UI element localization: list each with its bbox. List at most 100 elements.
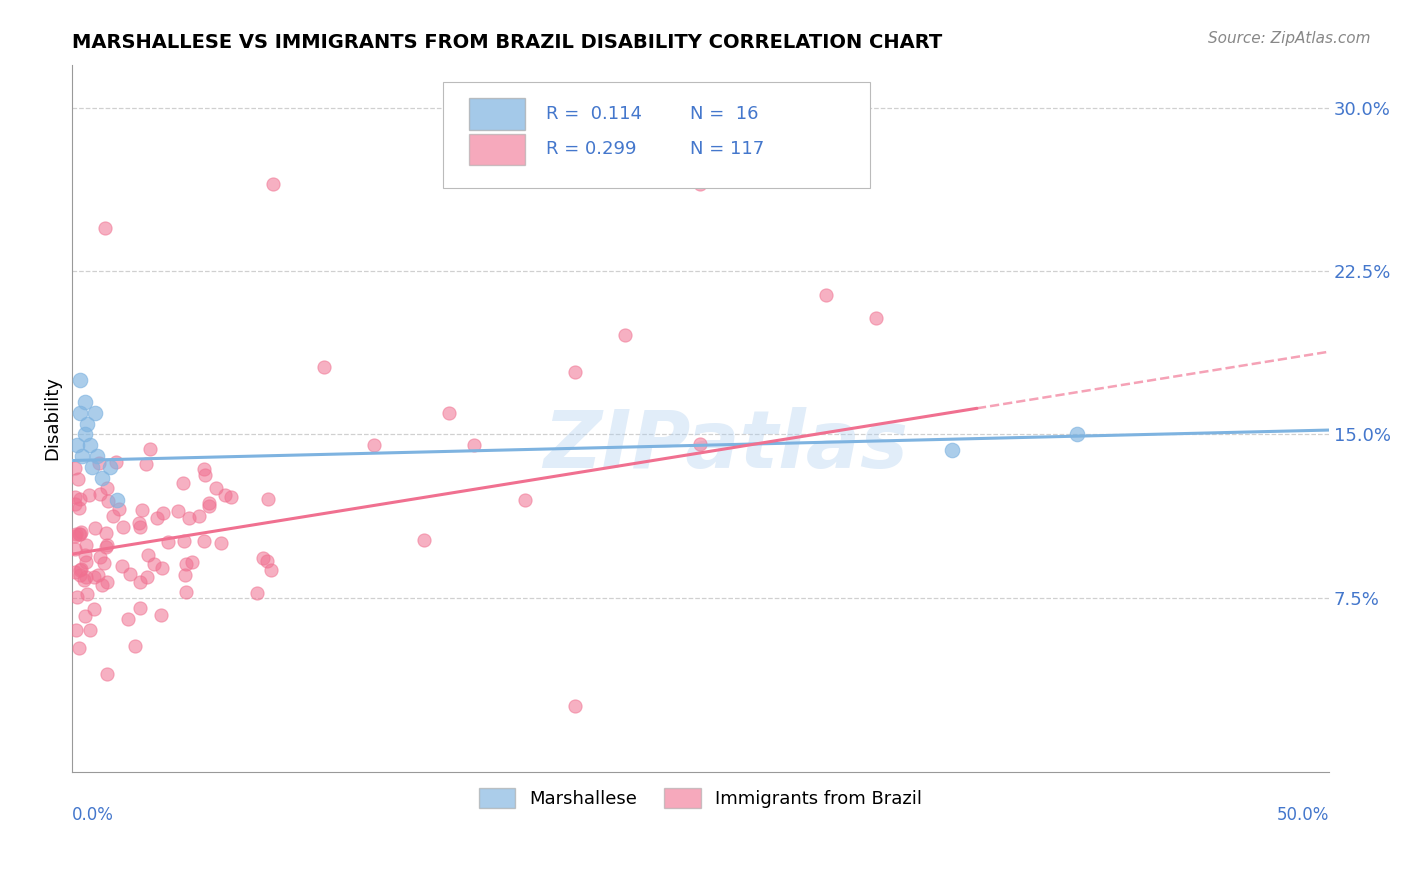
- Point: [76, 417, 98, 431]
- Point: [79, 438, 101, 452]
- Point: [252, 551, 274, 566]
- Point: [96, 525, 118, 540]
- Point: [94, 540, 117, 554]
- Point: [70, 561, 93, 575]
- FancyBboxPatch shape: [470, 98, 524, 129]
- Point: [69, 567, 91, 582]
- Legend: Marshallese, Immigrants from Brazil: Marshallese, Immigrants from Brazil: [472, 780, 929, 815]
- Text: ZIPatlas: ZIPatlas: [543, 408, 908, 485]
- Point: [63, 491, 86, 505]
- Point: [69, 406, 91, 420]
- Text: 0.0%: 0.0%: [72, 806, 114, 824]
- Point: [75, 548, 97, 562]
- Point: [564, 365, 586, 379]
- Point: [173, 534, 195, 549]
- Point: [69, 373, 91, 387]
- Point: [150, 608, 173, 623]
- Point: [209, 536, 232, 550]
- Point: [157, 534, 180, 549]
- Point: [614, 327, 637, 342]
- Point: [69, 563, 91, 577]
- Point: [101, 508, 124, 523]
- Point: [221, 490, 243, 504]
- Point: [72, 573, 94, 587]
- Point: [214, 488, 236, 502]
- Point: [72, 449, 94, 463]
- Point: [67, 641, 90, 656]
- Point: [91, 577, 114, 591]
- Point: [413, 533, 436, 548]
- Point: [84, 521, 107, 535]
- Point: [152, 506, 174, 520]
- Point: [188, 509, 211, 524]
- Point: [76, 587, 98, 601]
- Point: [246, 586, 269, 600]
- Point: [63, 541, 86, 556]
- FancyBboxPatch shape: [470, 134, 524, 165]
- Point: [67, 500, 90, 515]
- Point: [63, 565, 86, 579]
- Point: [91, 471, 114, 485]
- Point: [73, 394, 96, 409]
- Point: [69, 527, 91, 541]
- Point: [83, 601, 105, 615]
- Point: [82, 460, 104, 475]
- Point: [513, 493, 536, 508]
- Point: [136, 570, 159, 584]
- Point: [124, 639, 146, 653]
- Point: [174, 557, 197, 571]
- Point: [197, 499, 219, 513]
- Point: [128, 575, 150, 590]
- Point: [167, 503, 190, 517]
- Text: R = 0.299: R = 0.299: [546, 140, 637, 159]
- Point: [180, 555, 202, 569]
- Point: [941, 442, 963, 457]
- Text: MARSHALLESE VS IMMIGRANTS FROM BRAZIL DISABILITY CORRELATION CHART: MARSHALLESE VS IMMIGRANTS FROM BRAZIL DI…: [72, 33, 942, 52]
- Point: [96, 666, 118, 681]
- Point: [107, 492, 129, 507]
- Point: [193, 534, 215, 549]
- Point: [63, 497, 86, 511]
- Point: [86, 449, 108, 463]
- Point: [1066, 427, 1088, 442]
- Y-axis label: Disability: Disability: [44, 376, 60, 460]
- Point: [73, 427, 96, 442]
- Point: [75, 608, 97, 623]
- Point: [75, 556, 97, 570]
- Point: [83, 406, 105, 420]
- Point: [260, 563, 283, 577]
- Point: [111, 520, 134, 534]
- Point: [66, 472, 89, 486]
- Point: [98, 460, 121, 475]
- Text: 50.0%: 50.0%: [1277, 806, 1329, 824]
- Point: [107, 501, 129, 516]
- Point: [94, 220, 117, 235]
- Point: [204, 482, 226, 496]
- Text: N =  16: N = 16: [690, 105, 759, 123]
- Point: [363, 438, 385, 452]
- Point: [117, 612, 139, 626]
- Point: [89, 487, 111, 501]
- Point: [75, 538, 97, 552]
- Point: [177, 511, 200, 525]
- Point: [96, 538, 118, 552]
- Point: [83, 569, 105, 583]
- Point: [96, 481, 118, 495]
- Point: [256, 554, 278, 568]
- Point: [136, 549, 159, 563]
- Point: [120, 567, 142, 582]
- Point: [865, 311, 887, 326]
- Point: [93, 557, 115, 571]
- Point: [174, 584, 197, 599]
- Point: [128, 516, 150, 530]
- Text: Source: ZipAtlas.com: Source: ZipAtlas.com: [1208, 31, 1371, 46]
- Text: N = 117: N = 117: [690, 140, 765, 159]
- Point: [97, 493, 120, 508]
- Point: [79, 488, 101, 502]
- Point: [89, 456, 111, 470]
- Point: [131, 503, 153, 517]
- Point: [87, 567, 110, 582]
- Point: [96, 574, 118, 589]
- Point: [257, 492, 280, 507]
- Point: [89, 549, 111, 564]
